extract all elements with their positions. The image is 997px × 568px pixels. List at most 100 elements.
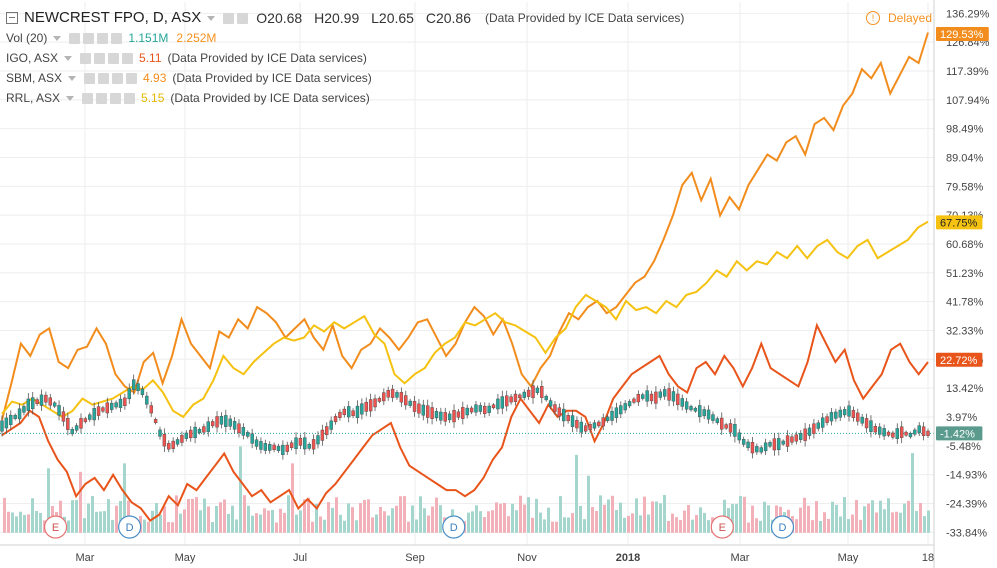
settings-icon[interactable] (83, 32, 95, 44)
candle-body (167, 443, 171, 450)
chevron-down-icon[interactable] (68, 75, 77, 81)
close-icon[interactable] (124, 92, 136, 104)
volume-bar (407, 521, 410, 533)
last-value-badge (936, 26, 989, 41)
eye-icon[interactable] (80, 52, 92, 64)
plus-icon[interactable] (108, 52, 120, 64)
volume-bar (311, 521, 314, 533)
candle-body (434, 411, 439, 419)
delayed-indicator[interactable]: ! Delayed (866, 11, 932, 25)
volume-bar (431, 506, 434, 533)
volume-bar (7, 511, 10, 533)
volume-bar (499, 503, 502, 533)
volume-bar (147, 521, 150, 533)
volume-bar (923, 516, 926, 533)
candle-body (408, 400, 412, 406)
close-icon[interactable] (126, 72, 138, 84)
study-name[interactable]: Vol (20) (6, 31, 48, 45)
volume-bar (435, 497, 438, 533)
time-axis[interactable]: Mar May Jul Sep Nov 2018 Mar May 18 (0, 544, 934, 564)
settings-icon[interactable] (237, 12, 249, 24)
volume-bar (271, 509, 274, 533)
x-tick-label: 18 (922, 552, 934, 564)
candle-body (149, 405, 153, 414)
volume-bar (179, 513, 182, 533)
candle-body (281, 444, 285, 456)
price-axis[interactable]: 136.29%126.84%117.39%107.94%98.49%89.04%… (933, 0, 997, 568)
low-value: L20.65 (371, 10, 414, 26)
volume-bar (371, 517, 374, 533)
candle-body (57, 405, 61, 416)
close-icon[interactable] (111, 32, 123, 44)
symbol-title[interactable]: NEWCREST FPO, D, ASX (24, 9, 202, 26)
candle-body (184, 432, 189, 439)
x-tick-label: Jul (293, 552, 307, 564)
candle-body (838, 409, 842, 418)
volume-bar (547, 507, 550, 533)
y-tick-label: -5.48% (946, 441, 981, 453)
volume-bar (707, 520, 710, 533)
volume-bar (495, 502, 498, 533)
settings-icon[interactable] (96, 92, 108, 104)
candle-body (724, 424, 728, 429)
chevron-down-icon[interactable] (66, 95, 75, 101)
candle-body (162, 434, 167, 447)
volume-bar (143, 519, 146, 533)
volume-bar (319, 516, 322, 533)
chevron-down-icon[interactable] (64, 55, 73, 61)
volume-bar (867, 503, 870, 533)
last-value-labels: 129.53% 67.75% 22.72% -1.42% (936, 26, 989, 441)
candle-body (228, 418, 232, 427)
volume-bar (671, 513, 674, 533)
study-name[interactable]: IGO, ASX (6, 51, 59, 65)
eye-icon[interactable] (82, 92, 94, 104)
plus-icon[interactable] (97, 32, 109, 44)
candle-body (777, 438, 781, 451)
volume-bar (579, 505, 582, 533)
price-axis-bg (934, 0, 997, 568)
volume-bar (823, 512, 826, 533)
candle-body (456, 411, 461, 418)
volume-bar (367, 499, 370, 533)
candle-body (794, 434, 799, 442)
candle-body (662, 389, 667, 397)
volume-bar (267, 510, 270, 533)
x-tick-label: Nov (517, 552, 537, 564)
settings-icon[interactable] (94, 52, 106, 64)
eye-icon[interactable] (223, 12, 235, 24)
candle-body (847, 405, 851, 417)
volume-ma-value: 2.252M (176, 31, 217, 45)
plus-icon[interactable] (110, 92, 122, 104)
plus-icon[interactable] (112, 72, 124, 84)
candle-body (557, 407, 562, 417)
settings-icon[interactable] (98, 72, 110, 84)
candle-body (531, 385, 535, 399)
candle-body (224, 415, 228, 427)
candle-body (289, 442, 294, 448)
candle-body (210, 421, 215, 427)
volume-bar (467, 512, 470, 533)
eye-icon[interactable] (69, 32, 81, 44)
candle-body (698, 405, 702, 418)
candle-body (272, 444, 276, 450)
volume-bar (747, 522, 750, 533)
volume-bar (875, 512, 878, 533)
collapse-icon[interactable] (6, 12, 18, 24)
volume-bar (619, 502, 622, 533)
candle-body (298, 437, 303, 446)
data-source: (Data Provided by ICE Data services) (170, 91, 370, 105)
volume-bar (379, 506, 382, 533)
eye-icon[interactable] (84, 72, 96, 84)
close-icon[interactable] (122, 52, 134, 64)
legend: NEWCREST FPO, D, ASX O20.68 H20.99 L20.6… (6, 8, 684, 108)
candle-body (303, 437, 307, 450)
study-name[interactable]: RRL, ASX (6, 91, 61, 105)
study-row-volume: Vol (20) 1.151M 2.252M (6, 28, 684, 48)
chevron-down-icon[interactable] (207, 15, 216, 21)
chevron-down-icon[interactable] (53, 35, 62, 41)
volume-bar (587, 475, 590, 533)
study-name[interactable]: SBM, ASX (6, 71, 63, 85)
candle-body (605, 416, 610, 422)
volume-bar (595, 510, 598, 533)
volume-bar (103, 511, 106, 533)
